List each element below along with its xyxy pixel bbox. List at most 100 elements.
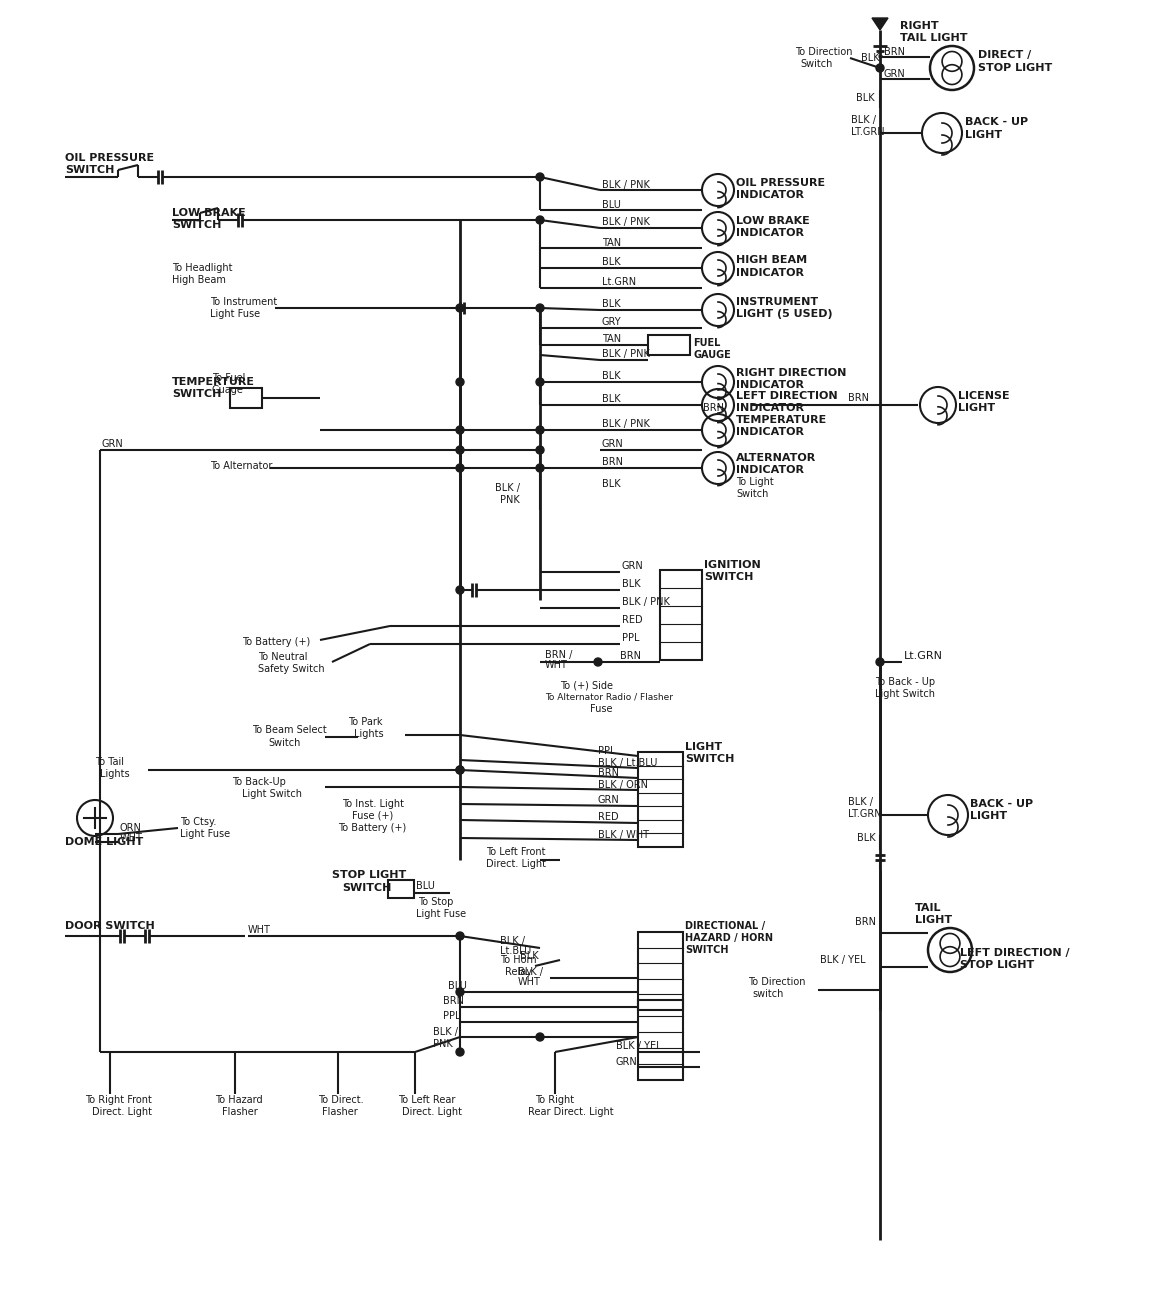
Circle shape [456,426,464,434]
Circle shape [876,63,884,73]
Text: BLK: BLK [602,394,621,404]
Text: To Direct.: To Direct. [318,1096,364,1105]
Text: GRN: GRN [616,1057,638,1067]
Text: To Neutral: To Neutral [258,651,308,662]
Text: GRN: GRN [103,439,123,449]
Text: BLK /: BLK / [518,967,543,976]
Text: HIGH BEAM: HIGH BEAM [736,255,808,265]
Text: PPL: PPL [622,633,639,644]
Text: INDICATOR: INDICATOR [736,427,804,436]
Text: SWITCH: SWITCH [65,164,114,175]
Text: BLK: BLK [602,299,621,310]
Text: BLU: BLU [602,199,621,210]
Text: Lt.BLU: Lt.BLU [500,947,531,956]
Text: PPL: PPL [444,1011,461,1020]
Text: Lt.GRN: Lt.GRN [904,651,943,660]
Text: To Hazard: To Hazard [215,1096,263,1105]
Text: INSTRUMENT: INSTRUMENT [736,297,818,307]
Text: LICENSE: LICENSE [958,391,1009,401]
Text: Switch: Switch [799,60,833,69]
Text: BLK / WHT: BLK / WHT [598,830,649,840]
Circle shape [456,1048,464,1055]
Text: ALTERNATOR: ALTERNATOR [736,453,817,464]
Text: BRN: BRN [848,392,869,403]
Text: To Direction: To Direction [748,976,805,987]
Text: Flasher: Flasher [323,1107,358,1118]
Circle shape [456,304,464,312]
Text: To Back - Up: To Back - Up [876,677,935,688]
Circle shape [536,304,544,312]
Text: Rear Direct. Light: Rear Direct. Light [528,1107,614,1118]
Text: BLK /: BLK / [433,1027,458,1037]
Circle shape [456,988,464,996]
Text: Fuse: Fuse [590,704,613,714]
Text: BLK / PNK: BLK / PNK [602,420,650,429]
Text: RED: RED [598,812,619,822]
Text: Flasher: Flasher [222,1107,258,1118]
Text: BLK: BLK [857,833,876,843]
Text: BLU: BLU [448,982,467,991]
Text: INDICATOR: INDICATOR [736,403,804,413]
Text: TEMPERTURE: TEMPERTURE [172,377,255,387]
Text: Lights: Lights [100,769,130,780]
Text: SWITCH: SWITCH [342,883,392,894]
Text: BRN: BRN [620,651,641,660]
Text: Light Switch: Light Switch [876,689,935,699]
Text: RIGHT DIRECTION: RIGHT DIRECTION [736,368,847,378]
Text: To Park: To Park [348,717,382,726]
Text: TAIL: TAIL [915,903,941,913]
Text: INDICATOR: INDICATOR [736,268,804,278]
Text: Lights: Lights [354,729,384,739]
Text: BRN: BRN [703,403,723,413]
Text: BRN: BRN [444,996,464,1006]
Text: To Alternator: To Alternator [210,461,272,471]
Text: WHT: WHT [248,925,271,935]
Text: Switch: Switch [268,738,301,749]
Bar [638,752,683,847]
Circle shape [536,426,544,434]
Text: BLK: BLK [602,479,621,490]
Text: SWITCH: SWITCH [685,945,728,954]
Text: DOME LIGHT: DOME LIGHT [65,837,143,847]
Text: High Beam: High Beam [172,275,226,285]
Circle shape [536,1033,544,1041]
Text: Direct. Light: Direct. Light [402,1107,462,1118]
Text: Fuse (+): Fuse (+) [353,811,393,821]
Text: BLK /: BLK / [851,115,876,126]
Text: BLK / YEL: BLK / YEL [616,1041,661,1052]
Circle shape [536,378,544,386]
Circle shape [536,216,544,224]
Text: WHT: WHT [545,660,568,670]
Text: DIRECTIONAL /: DIRECTIONAL / [685,921,765,931]
Circle shape [876,658,884,666]
Text: BLK /: BLK / [500,936,525,947]
Text: GAUGE: GAUGE [694,350,730,360]
Text: LIGHT: LIGHT [958,403,995,413]
Text: BLK / PNK: BLK / PNK [602,348,650,359]
Bar [660,570,702,660]
Text: Light Fuse: Light Fuse [416,909,467,919]
Bar [647,335,690,355]
Circle shape [456,445,464,455]
Text: To Instrument: To Instrument [210,297,278,307]
Text: LOW BRAKE: LOW BRAKE [172,208,245,218]
Text: BLK: BLK [856,93,874,104]
Text: PNK: PNK [500,495,520,505]
Text: GRY: GRY [602,317,622,328]
Text: IGNITION: IGNITION [704,559,760,570]
Text: RED: RED [622,615,643,625]
Text: BRN: BRN [602,457,623,467]
Text: BLK / PNK: BLK / PNK [602,180,650,190]
Text: BLK: BLK [602,370,621,381]
Text: Safety Switch: Safety Switch [258,664,325,673]
Text: INDICATOR: INDICATOR [736,190,804,199]
Text: DIRECT /: DIRECT / [978,51,1031,60]
Text: To Stop: To Stop [418,897,454,906]
Text: STOP LIGHT: STOP LIGHT [960,960,1034,970]
Text: DOOR SWITCH: DOOR SWITCH [65,921,154,931]
Text: SWITCH: SWITCH [704,572,753,581]
Text: To Fuel: To Fuel [212,373,245,383]
Text: To Inst. Light: To Inst. Light [342,799,404,809]
Circle shape [456,767,464,774]
Text: LIGHT: LIGHT [965,130,1002,140]
